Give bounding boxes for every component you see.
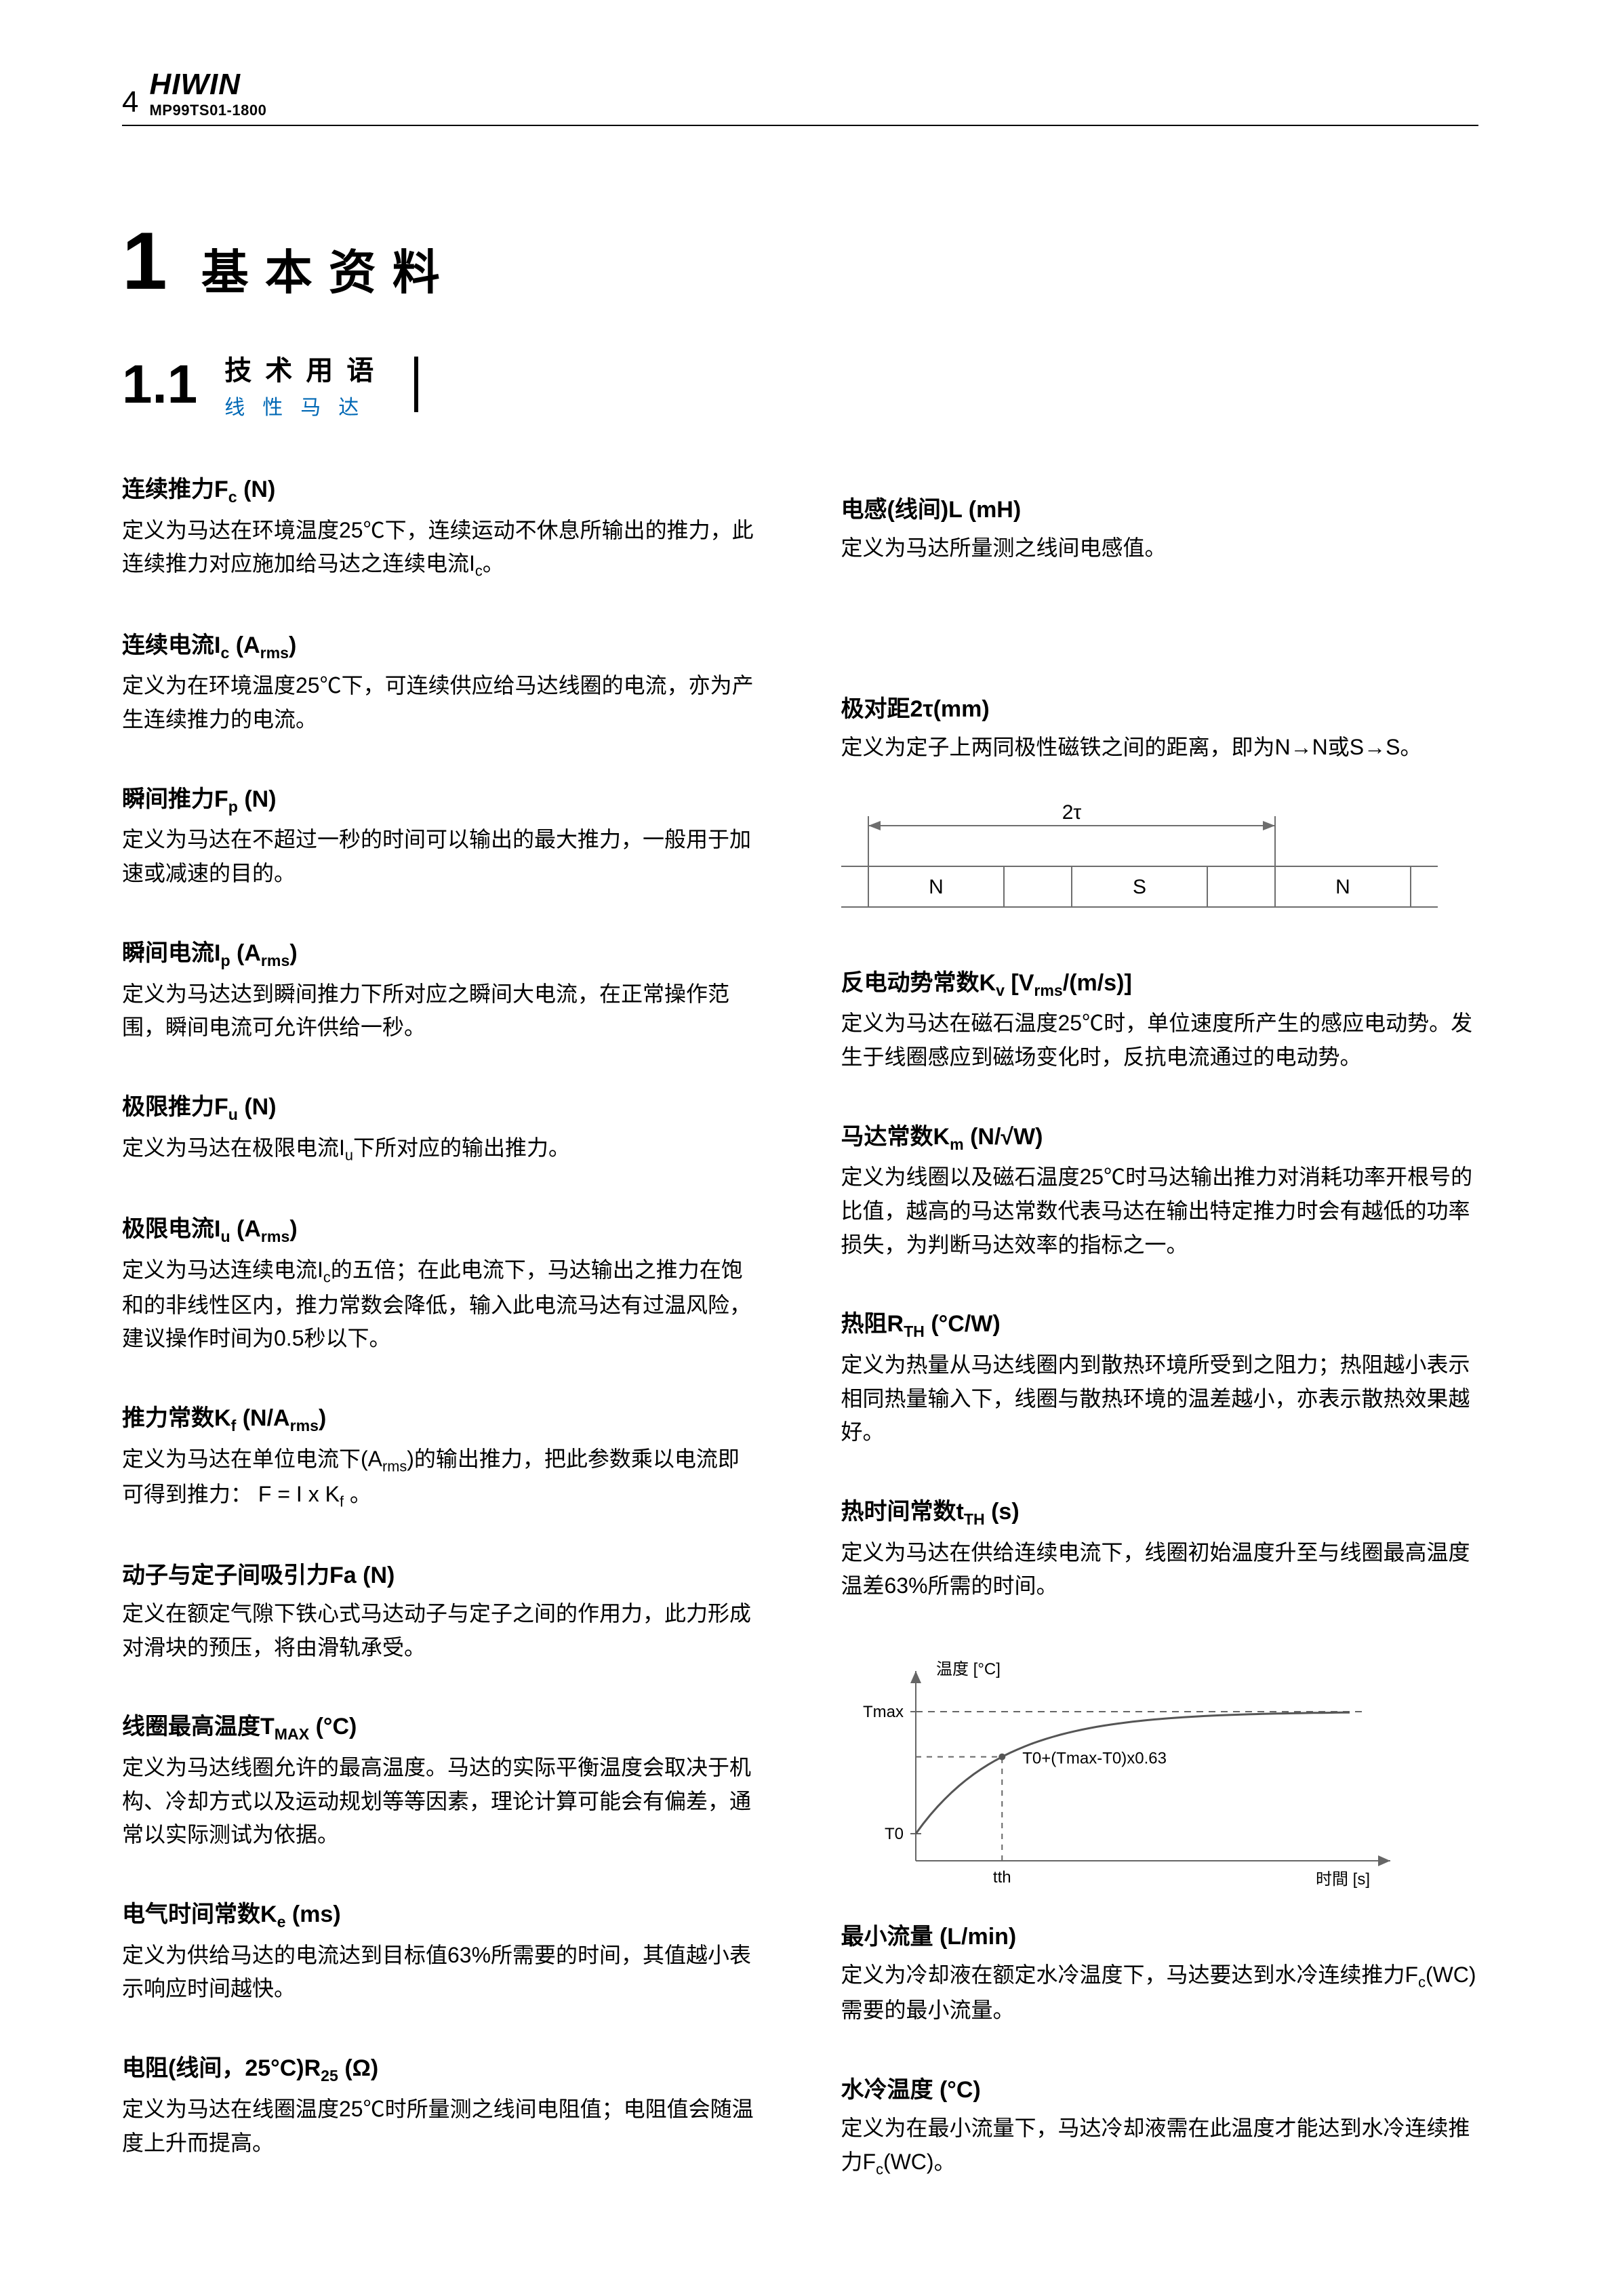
term-title: 连续电流Ic (Arms) — [122, 630, 760, 663]
term-block: 极限电流Iu (Arms) 定义为马达连续电流Ic的五倍；在此电流下，马达输出之… — [122, 1214, 760, 1356]
term-title: 电阻(线间，25°C)R25 (Ω) — [122, 2053, 760, 2086]
brand-block: HIWIN MP99TS01-1800 — [149, 68, 266, 119]
term-title: 电气时间常数Ke (ms) — [122, 1899, 760, 1932]
thermal-time-constant-diagram: 温度 [°C] 时間 [s] Tmax T0 tth T0+(Tmax-T0)x0.63 — [841, 1630, 1479, 1901]
svg-text:2τ: 2τ — [1062, 801, 1081, 824]
term-body: 定义为马达在线圈温度25℃时所量测之线间电阻值；电阻值会随温度上升而提高。 — [122, 2093, 760, 2160]
chapter-number: 1 — [122, 214, 167, 308]
svg-text:N: N — [1335, 876, 1350, 898]
term-block: 推力常数Kf (N/Arms) 定义为马达在单位电流下(Arms)的输出推力，把… — [122, 1403, 760, 1513]
term-body: 定义为定子上两同极性磁铁之间的距离，即为N→N或S→S。 — [841, 731, 1479, 765]
term-title: 瞬间电流Ip (Arms) — [122, 938, 760, 971]
section-heading: 1.1 技术用语 线性马达 — [122, 348, 1478, 420]
term-title: 极限电流Iu (Arms) — [122, 1214, 760, 1247]
left-column: 连续推力Fc (N) 定义为马达在环境温度25℃下，连续运动不休息所输出的推力，… — [122, 475, 760, 2228]
term-title: 推力常数Kf (N/Arms) — [122, 1403, 760, 1436]
svg-text:S: S — [1132, 876, 1146, 898]
content-columns: 连续推力Fc (N) 定义为马达在环境温度25℃下，连续运动不休息所输出的推力，… — [122, 475, 1478, 2228]
pole-pitch-diagram: 2τ N S N — [841, 799, 1479, 921]
term-block: 马达常数Km (N/√W) 定义为线圈以及磁石温度25℃时马达输出推力对消耗功率… — [841, 1122, 1479, 1262]
term-block: 热阻RTH (°C/W) 定义为热量从马达线圈内到散热环境所受到之阻力；热阻越小… — [841, 1309, 1479, 1449]
term-block: 水冷温度 (°C) 定义为在最小流量下，马达冷却液需在此温度才能达到水冷连续推力… — [841, 2075, 1479, 2181]
term-block: 电阻(线间，25°C)R25 (Ω) 定义为马达在线圈温度25℃时所量测之线间电… — [122, 2053, 760, 2160]
chapter-title: 基本资料 — [201, 235, 456, 303]
term-block: 瞬间推力Fp (N) 定义为马达在不超过一秒的时间可以输出的最大推力，一般用于加… — [122, 784, 760, 891]
term-body: 定义为马达所量测之线间电感值。 — [841, 531, 1479, 565]
term-title: 最小流量 (L/min) — [841, 1922, 1479, 1952]
term-title: 连续推力Fc (N) — [122, 475, 760, 507]
term-title: 水冷温度 (°C) — [841, 2075, 1479, 2105]
term-body: 定义为在最小流量下，马达冷却液需在此温度才能达到水冷连续推力Fc(WC)。 — [841, 2112, 1479, 2181]
svg-text:T0+(Tmax-T0)x0.63: T0+(Tmax-T0)x0.63 — [1022, 1750, 1167, 1768]
term-block: 热时间常数tTH (s) 定义为马达在供给连续电流下，线圈初始温度升至与线圈最高… — [841, 1497, 1479, 1603]
term-block: 最小流量 (L/min) 定义为冷却液在额定水冷温度下，马达要达到水冷连续推力F… — [841, 1922, 1479, 2028]
term-title: 反电动势常数Kv [Vrms/(m/s)] — [841, 968, 1479, 1001]
svg-text:T0: T0 — [884, 1825, 903, 1843]
section-subtitle: 线性马达 — [224, 390, 387, 420]
right-column: 电感(线间)L (mH) 定义为马达所量测之线间电感值。 极对距2τ(mm) 定… — [841, 475, 1479, 2228]
term-body: 定义为热量从马达线圈内到散热环境所受到之阻力；热阻越小表示相同热量输入下，线圈与… — [841, 1348, 1479, 1449]
term-body: 定义为马达在单位电流下(Arms)的输出推力，把此参数乘以电流即可得到推力： F… — [122, 1443, 760, 1513]
doc-id: MP99TS01-1800 — [149, 102, 266, 119]
svg-text:Tmax: Tmax — [863, 1703, 904, 1721]
term-title: 热时间常数tTH (s) — [841, 1497, 1479, 1529]
term-title: 极对距2τ(mm) — [841, 694, 1479, 724]
term-body: 定义为马达在供给连续电流下，线圈初始温度升至与线圈最高温度温差63%所需的时间。 — [841, 1536, 1479, 1603]
term-body: 定义为马达在环境温度25℃下，连续运动不休息所输出的推力，此连续推力对应施加给马… — [122, 514, 760, 583]
term-body: 定义为马达达到瞬间推力下所对应之瞬间大电流，在正常操作范围，瞬间电流可允许供给一… — [122, 978, 760, 1045]
svg-text:温度 [°C]: 温度 [°C] — [936, 1660, 1001, 1678]
term-block: 连续推力Fc (N) 定义为马达在环境温度25℃下，连续运动不休息所输出的推力，… — [122, 475, 760, 583]
term-body: 定义为在环境温度25℃下，可连续供应给马达线圈的电流，亦为产生连续推力的电流。 — [122, 669, 760, 736]
term-block: 线圈最高温度TMAX (°C) 定义为马达线圈允许的最高温度。马达的实际平衡温度… — [122, 1712, 760, 1852]
term-block: 极对距2τ(mm) 定义为定子上两同极性磁铁之间的距离，即为N→N或S→S。 — [841, 694, 1479, 765]
term-body: 定义在额定气隙下铁心式马达动子与定子之间的作用力，此力形成对滑块的预压，将由滑轨… — [122, 1597, 760, 1664]
term-body: 定义为马达线圈允许的最高温度。马达的实际平衡温度会取决于机构、冷却方式以及运动规… — [122, 1751, 760, 1852]
term-title: 热阻RTH (°C/W) — [841, 1309, 1479, 1342]
term-block: 电气时间常数Ke (ms) 定义为供给马达的电流达到目标值63%所需要的时间，其… — [122, 1899, 760, 2006]
section-title: 技术用语 — [224, 348, 387, 388]
term-block: 电感(线间)L (mH) 定义为马达所量测之线间电感值。 — [841, 495, 1479, 565]
term-block: 连续电流Ic (Arms) 定义为在环境温度25℃下，可连续供应给马达线圈的电流… — [122, 630, 760, 737]
page-number: 4 — [122, 85, 138, 119]
term-block: 动子与定子间吸引力Fa (N) 定义在额定气隙下铁心式马达动子与定子之间的作用力… — [122, 1560, 760, 1664]
term-block: 反电动势常数Kv [Vrms/(m/s)] 定义为马达在磁石温度25℃时，单位速… — [841, 968, 1479, 1074]
term-body: 定义为马达在极限电流Iu下所对应的输出推力。 — [122, 1131, 760, 1167]
brand: HIWIN — [149, 68, 266, 102]
term-block: 瞬间电流Ip (Arms) 定义为马达达到瞬间推力下所对应之瞬间大电流，在正常操… — [122, 938, 760, 1045]
svg-text:N: N — [929, 876, 944, 898]
term-title: 马达常数Km (N/√W) — [841, 1122, 1479, 1154]
section-divider — [414, 357, 418, 412]
term-body: 定义为供给马达的电流达到目标值63%所需要的时间，其值越小表示响应时间越快。 — [122, 1939, 760, 2006]
term-title: 线圈最高温度TMAX (°C) — [122, 1712, 760, 1744]
term-body: 定义为马达在不超过一秒的时间可以输出的最大推力，一般用于加速或减速的目的。 — [122, 823, 760, 890]
term-body: 定义为冷却液在额定水冷温度下，马达要达到水冷连续推力Fc(WC)需要的最小流量。 — [841, 1958, 1479, 2028]
term-title: 极限推力Fu (N) — [122, 1092, 760, 1125]
term-title: 瞬间推力Fp (N) — [122, 784, 760, 817]
svg-text:时間 [s]: 时間 [s] — [1316, 1870, 1370, 1889]
term-body: 定义为马达连续电流Ic的五倍；在此电流下，马达输出之推力在饱和的非线性区内，推力… — [122, 1253, 760, 1356]
chapter-heading: 1 基本资料 — [122, 214, 1478, 308]
page-header: 4 HIWIN MP99TS01-1800 — [122, 68, 1478, 126]
term-body: 定义为线圈以及磁石温度25℃时马达输出推力对消耗功率开根号的比值，越高的马达常数… — [841, 1161, 1479, 1262]
term-block: 极限推力Fu (N) 定义为马达在极限电流Iu下所对应的输出推力。 — [122, 1092, 760, 1167]
svg-text:tth: tth — [992, 1868, 1011, 1887]
term-title: 电感(线间)L (mH) — [841, 495, 1479, 525]
term-title: 动子与定子间吸引力Fa (N) — [122, 1560, 760, 1590]
section-number: 1.1 — [122, 353, 197, 416]
term-body: 定义为马达在磁石温度25℃时，单位速度所产生的感应电动势。发生于线圈感应到磁场变… — [841, 1007, 1479, 1074]
